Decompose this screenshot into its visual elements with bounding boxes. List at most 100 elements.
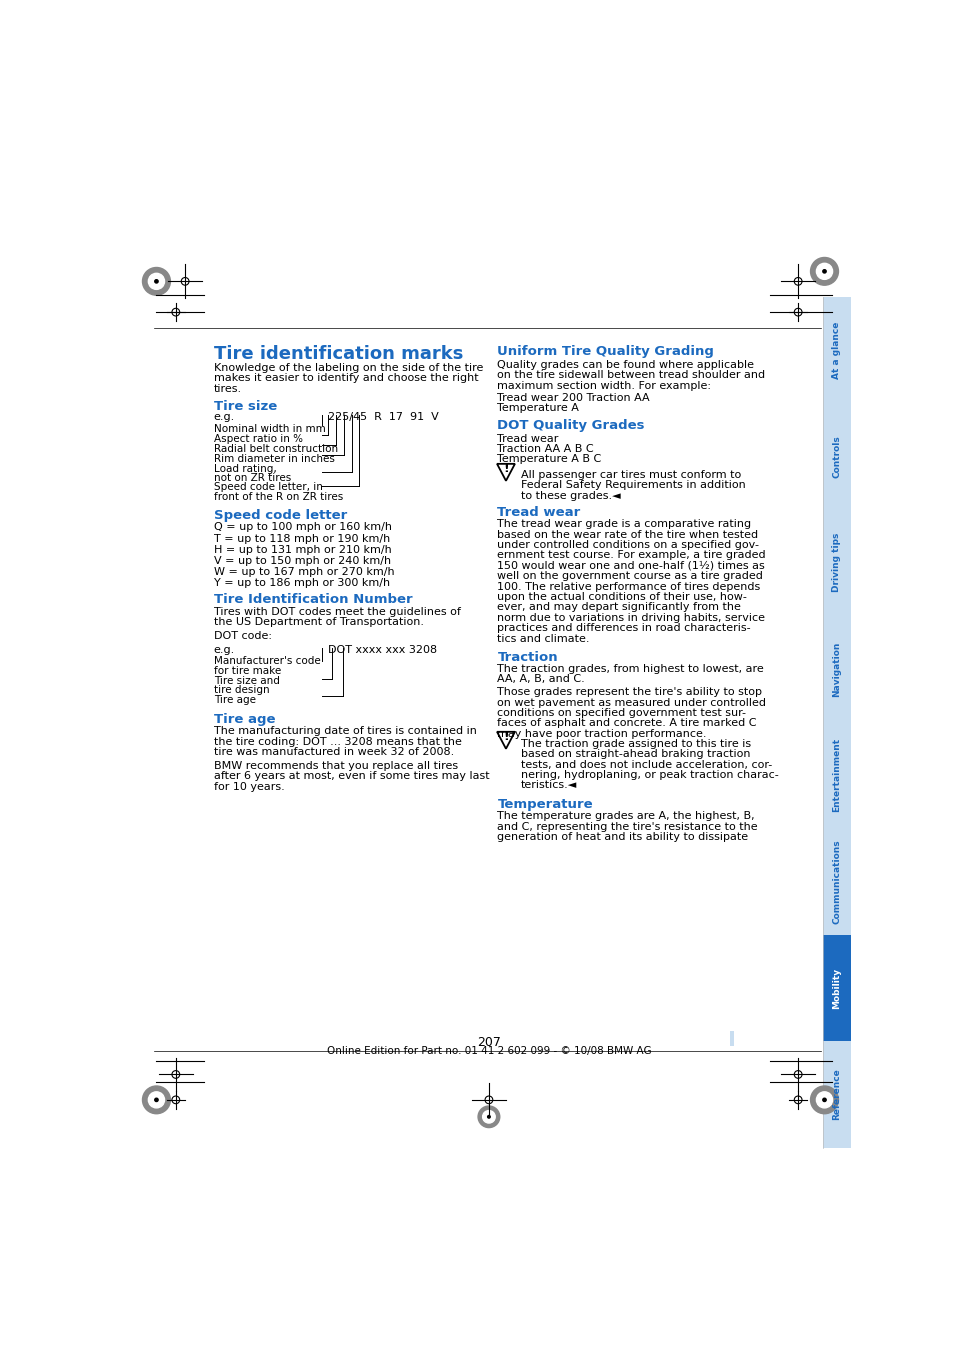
Text: after 6 years at most, even if some tires may last: after 6 years at most, even if some tire…	[213, 771, 489, 782]
Text: tire design: tire design	[213, 684, 269, 695]
Text: on wet pavement as measured under controlled: on wet pavement as measured under contro…	[497, 698, 765, 707]
Text: Temperature: Temperature	[497, 798, 593, 811]
Text: for 10 years.: for 10 years.	[213, 782, 284, 792]
Text: Tread wear: Tread wear	[497, 506, 580, 520]
Circle shape	[149, 273, 164, 289]
Text: The manufacturing date of tires is contained in: The manufacturing date of tires is conta…	[213, 726, 476, 736]
Text: Those grades represent the tire's ability to stop: Those grades represent the tire's abilit…	[497, 687, 761, 697]
Text: DOT Quality Grades: DOT Quality Grades	[497, 420, 644, 432]
Text: BMW recommends that you replace all tires: BMW recommends that you replace all tire…	[213, 761, 457, 771]
Text: teristics.◄: teristics.◄	[520, 780, 577, 790]
Text: Entertainment: Entertainment	[832, 738, 841, 813]
Text: The traction grades, from highest to lowest, are: The traction grades, from highest to low…	[497, 664, 763, 674]
Bar	[822, 829, 850, 936]
Circle shape	[816, 1092, 832, 1108]
Text: norm due to variations in driving habits, service: norm due to variations in driving habits…	[497, 613, 764, 622]
Text: well on the government course as a tire graded: well on the government course as a tire …	[497, 571, 762, 582]
Text: nering, hydroplaning, or peak traction charac-: nering, hydroplaning, or peak traction c…	[520, 769, 778, 780]
Text: e.g.: e.g.	[213, 412, 234, 423]
Text: tests, and does not include acceleration, cor-: tests, and does not include acceleration…	[520, 760, 771, 770]
Text: Manufacturer's code: Manufacturer's code	[213, 656, 320, 667]
Bar	[822, 936, 850, 1041]
Text: not on ZR tires: not on ZR tires	[213, 472, 291, 483]
Text: Traction AA A B C: Traction AA A B C	[497, 444, 594, 454]
Text: DOT code:: DOT code:	[213, 630, 272, 641]
Text: based on straight-ahead braking traction: based on straight-ahead braking traction	[520, 749, 749, 759]
Text: front of the R on ZR tires: front of the R on ZR tires	[213, 491, 343, 502]
Text: ever, and may depart significantly from the: ever, and may depart significantly from …	[497, 602, 740, 613]
Text: Speed code letter, in: Speed code letter, in	[213, 482, 322, 493]
Text: Uniform Tire Quality Grading: Uniform Tire Quality Grading	[497, 346, 714, 358]
Text: Controls: Controls	[832, 435, 841, 478]
Text: DOT xxxx xxx 3208: DOT xxxx xxx 3208	[328, 645, 437, 655]
Circle shape	[810, 258, 838, 285]
Text: The temperature grades are A, the highest, B,: The temperature grades are A, the highes…	[497, 811, 754, 821]
Text: 207: 207	[476, 1035, 500, 1049]
Text: Navigation: Navigation	[832, 641, 841, 697]
Text: Quality grades can be found where applicable: Quality grades can be found where applic…	[497, 360, 754, 370]
Text: Reference: Reference	[832, 1069, 841, 1120]
Text: AA, A, B, and C.: AA, A, B, and C.	[497, 674, 584, 684]
Text: !: !	[502, 729, 508, 742]
Text: on the tire sidewall between tread shoulder and: on the tire sidewall between tread shoul…	[497, 370, 764, 381]
Text: H = up to 131 mph or 210 km/h: H = up to 131 mph or 210 km/h	[213, 544, 391, 555]
Text: Online Edition for Part no. 01 41 2 602 099 - © 10/08 BMW AG: Online Edition for Part no. 01 41 2 602 …	[326, 1046, 651, 1056]
Bar	[729, 1030, 733, 1046]
Bar	[822, 404, 850, 509]
Text: Tires with DOT codes meet the guidelines of: Tires with DOT codes meet the guidelines…	[213, 608, 460, 617]
Circle shape	[149, 1092, 164, 1108]
Text: and C, representing the tire's resistance to the: and C, representing the tire's resistanc…	[497, 822, 758, 832]
Text: Rim diameter in inches: Rim diameter in inches	[213, 454, 335, 464]
Text: ernment test course. For example, a tire graded: ernment test course. For example, a tire…	[497, 551, 765, 560]
Text: All passenger car tires must conform to: All passenger car tires must conform to	[520, 470, 740, 481]
Text: Tire size: Tire size	[213, 400, 276, 413]
Circle shape	[816, 263, 832, 279]
Text: At a glance: At a glance	[832, 321, 841, 378]
Text: Temperature A B C: Temperature A B C	[497, 454, 601, 464]
Text: upon the actual conditions of their use, how-: upon the actual conditions of their use,…	[497, 593, 746, 602]
Circle shape	[822, 1098, 825, 1102]
Circle shape	[154, 1098, 158, 1102]
Text: Tire size and: Tire size and	[213, 675, 279, 686]
Text: Speed code letter: Speed code letter	[213, 509, 347, 521]
Text: Radial belt construction: Radial belt construction	[213, 444, 337, 454]
Text: Tire age: Tire age	[213, 695, 255, 705]
Text: tires.: tires.	[213, 383, 242, 394]
Text: The traction grade assigned to this tire is: The traction grade assigned to this tire…	[520, 738, 750, 749]
Text: tire was manufactured in week 32 of 2008.: tire was manufactured in week 32 of 2008…	[213, 747, 454, 757]
Text: 150 would wear one and one-half (1½) times as: 150 would wear one and one-half (1½) tim…	[497, 560, 764, 571]
Text: tics and climate.: tics and climate.	[497, 633, 589, 644]
Text: generation of heat and its ability to dissipate: generation of heat and its ability to di…	[497, 832, 748, 842]
Circle shape	[477, 1106, 499, 1127]
Text: e.g.: e.g.	[213, 645, 234, 655]
Circle shape	[482, 1111, 495, 1123]
Text: practices and differences in road characteris-: practices and differences in road charac…	[497, 624, 750, 633]
Text: the US Department of Transportation.: the US Department of Transportation.	[213, 617, 423, 628]
Text: Tread wear 200 Traction AA: Tread wear 200 Traction AA	[497, 393, 649, 404]
Text: the tire coding: DOT ... 3208 means that the: the tire coding: DOT ... 3208 means that…	[213, 737, 461, 747]
Text: Knowledge of the labeling on the side of the tire: Knowledge of the labeling on the side of…	[213, 363, 482, 373]
Circle shape	[154, 279, 158, 284]
Text: Communications: Communications	[832, 840, 841, 923]
Polygon shape	[497, 732, 515, 749]
Text: !: !	[502, 462, 508, 475]
Text: Tire identification marks: Tire identification marks	[213, 346, 463, 363]
Text: Q = up to 100 mph or 160 km/h: Q = up to 100 mph or 160 km/h	[213, 522, 392, 532]
Text: Load rating,: Load rating,	[213, 464, 276, 474]
Bar	[822, 1041, 850, 1148]
Bar	[822, 722, 850, 829]
Text: maximum section width. For example:: maximum section width. For example:	[497, 381, 711, 390]
Polygon shape	[497, 464, 515, 481]
Text: to these grades.◄: to these grades.◄	[520, 491, 619, 501]
Text: makes it easier to identify and choose the right: makes it easier to identify and choose t…	[213, 374, 477, 383]
Text: conditions on specified government test sur-: conditions on specified government test …	[497, 707, 745, 718]
Circle shape	[487, 1115, 490, 1118]
Text: for tire make: for tire make	[213, 666, 281, 675]
Text: Tire age: Tire age	[213, 713, 275, 726]
Circle shape	[142, 267, 171, 296]
Text: Temperature A: Temperature A	[497, 404, 578, 413]
Text: Mobility: Mobility	[832, 968, 841, 1008]
Text: Traction: Traction	[497, 651, 558, 664]
Text: may have poor traction performance.: may have poor traction performance.	[497, 729, 706, 738]
Text: V = up to 150 mph or 240 km/h: V = up to 150 mph or 240 km/h	[213, 556, 391, 566]
